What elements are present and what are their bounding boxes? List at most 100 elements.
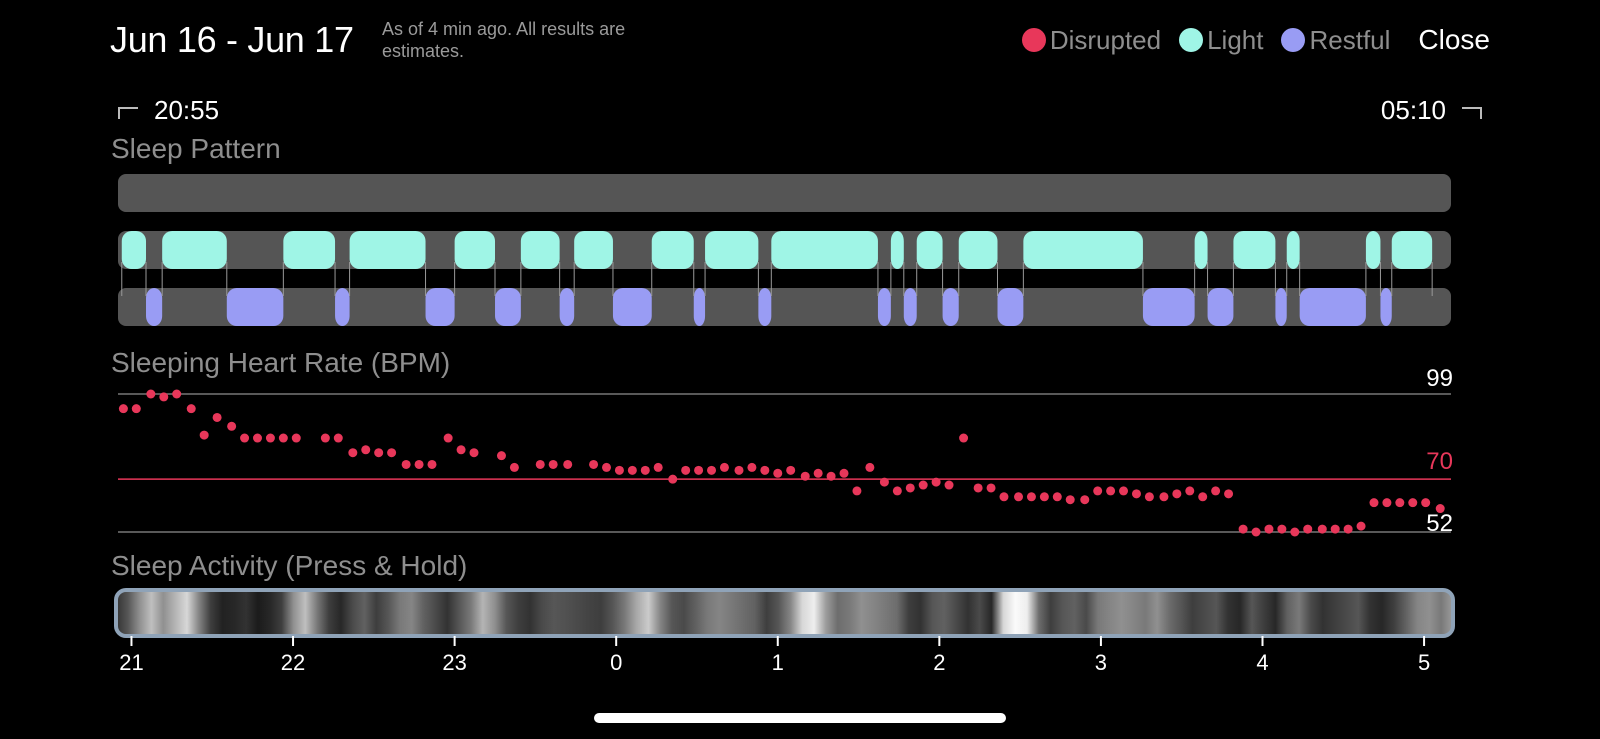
restful-segment bbox=[559, 288, 575, 326]
hr-point bbox=[1421, 498, 1431, 508]
hr-point bbox=[905, 483, 915, 493]
disrupted-dot-icon bbox=[1021, 28, 1046, 52]
end-time: 05:10 bbox=[1381, 94, 1482, 126]
end-bracket-icon bbox=[1462, 107, 1482, 119]
hr-point bbox=[414, 459, 424, 469]
x-tick-label: 22 bbox=[281, 650, 305, 675]
hr-max-label: 99 bbox=[1426, 365, 1453, 392]
sleep-pattern-chart bbox=[118, 174, 1451, 326]
hr-point bbox=[640, 465, 650, 475]
light-segment bbox=[1023, 231, 1143, 269]
hr-point bbox=[589, 459, 599, 469]
hr-point bbox=[374, 448, 384, 458]
light-segment bbox=[454, 231, 496, 269]
hr-point bbox=[1119, 486, 1129, 496]
update-status-text: As of 4 min ago. All results are estimat… bbox=[382, 19, 626, 61]
light-segment bbox=[1391, 231, 1433, 269]
x-tick-label: 3 bbox=[1095, 650, 1107, 675]
legend-label-disrupted: Disrupted bbox=[1049, 25, 1162, 55]
restful-segment bbox=[1380, 288, 1392, 326]
restful-segment bbox=[1207, 288, 1234, 326]
hr-point bbox=[427, 459, 437, 469]
restful-track bbox=[118, 288, 1451, 326]
hr-min-label: 52 bbox=[1426, 510, 1453, 537]
light-segment bbox=[890, 231, 904, 269]
x-tick-label: 1 bbox=[772, 650, 784, 675]
sleep-activity-chart[interactable] bbox=[114, 588, 1455, 638]
hr-point bbox=[496, 451, 506, 461]
start-time-label: 20:55 bbox=[154, 95, 220, 125]
end-time-label: 05:10 bbox=[1380, 95, 1446, 125]
hr-point bbox=[291, 433, 301, 443]
close-button[interactable]: Close bbox=[1418, 24, 1490, 55]
light-segment bbox=[1194, 231, 1208, 269]
hr-point bbox=[694, 465, 704, 475]
hr-point bbox=[118, 404, 128, 414]
hr-point bbox=[813, 468, 823, 478]
hr-point bbox=[826, 471, 836, 481]
page-title: Jun 16 - Jun 17 bbox=[110, 19, 354, 60]
hr-point bbox=[760, 465, 770, 475]
restful-segment bbox=[1299, 288, 1366, 326]
hr-point bbox=[1106, 486, 1116, 496]
legend-label-light: Light bbox=[1207, 25, 1264, 55]
hr-point bbox=[865, 462, 875, 472]
hr-point bbox=[918, 480, 928, 490]
hr-point bbox=[1159, 492, 1169, 502]
hr-point bbox=[443, 433, 453, 443]
sleep-pattern-title: Sleep Pattern bbox=[111, 133, 281, 164]
light-segment bbox=[121, 231, 147, 269]
home-indicator[interactable] bbox=[594, 713, 1006, 723]
legend-item-restful: Restful bbox=[1281, 24, 1390, 56]
hr-point bbox=[1093, 486, 1103, 496]
restful-segment bbox=[1275, 288, 1287, 326]
light-segment bbox=[1365, 231, 1381, 269]
disrupted-track bbox=[118, 174, 1451, 212]
hr-point bbox=[1014, 492, 1024, 502]
hr-point bbox=[131, 404, 141, 414]
light-segment bbox=[349, 231, 426, 269]
hr-point bbox=[1317, 524, 1327, 534]
light-segment bbox=[771, 231, 878, 269]
hr-point bbox=[1238, 524, 1248, 534]
hr-point bbox=[1251, 527, 1261, 537]
start-time: 20:55 bbox=[118, 94, 219, 126]
x-axis: 21 22 23 0 1 2 3 4 5 bbox=[119, 636, 1430, 675]
hr-point bbox=[1080, 495, 1090, 505]
light-segment bbox=[651, 231, 694, 269]
hr-point bbox=[681, 465, 691, 475]
restful-segment bbox=[877, 288, 891, 326]
hr-point bbox=[1277, 524, 1287, 534]
hr-point bbox=[1026, 492, 1036, 502]
light-segment bbox=[705, 231, 759, 269]
heart-rate-chart: 99 70 52 bbox=[118, 365, 1453, 537]
hr-point bbox=[1039, 492, 1049, 502]
x-tick-label: 5 bbox=[1418, 650, 1430, 675]
hr-point bbox=[879, 477, 889, 487]
restful-segment bbox=[226, 288, 284, 326]
hr-point bbox=[944, 480, 954, 490]
hr-point bbox=[747, 462, 757, 472]
restful-segment bbox=[758, 288, 772, 326]
restful-segment bbox=[1142, 288, 1195, 326]
restful-segment bbox=[425, 288, 455, 326]
hr-point bbox=[1198, 492, 1208, 502]
hr-point bbox=[1356, 521, 1366, 531]
hr-point bbox=[973, 483, 983, 493]
hr-point bbox=[627, 465, 637, 475]
hr-point bbox=[601, 462, 611, 472]
x-tick-label: 23 bbox=[442, 650, 466, 675]
light-segment bbox=[1233, 231, 1276, 269]
activity-strip bbox=[114, 588, 1455, 638]
hr-point bbox=[333, 433, 343, 443]
hr-point bbox=[212, 412, 222, 422]
hr-point bbox=[1144, 492, 1154, 502]
restful-segment bbox=[495, 288, 521, 326]
hr-point bbox=[707, 465, 717, 475]
hr-point bbox=[614, 465, 624, 475]
hr-point bbox=[227, 421, 237, 431]
light-segment bbox=[1286, 231, 1300, 269]
hr-point bbox=[1172, 489, 1182, 499]
legend-item-light: Light bbox=[1179, 24, 1263, 56]
